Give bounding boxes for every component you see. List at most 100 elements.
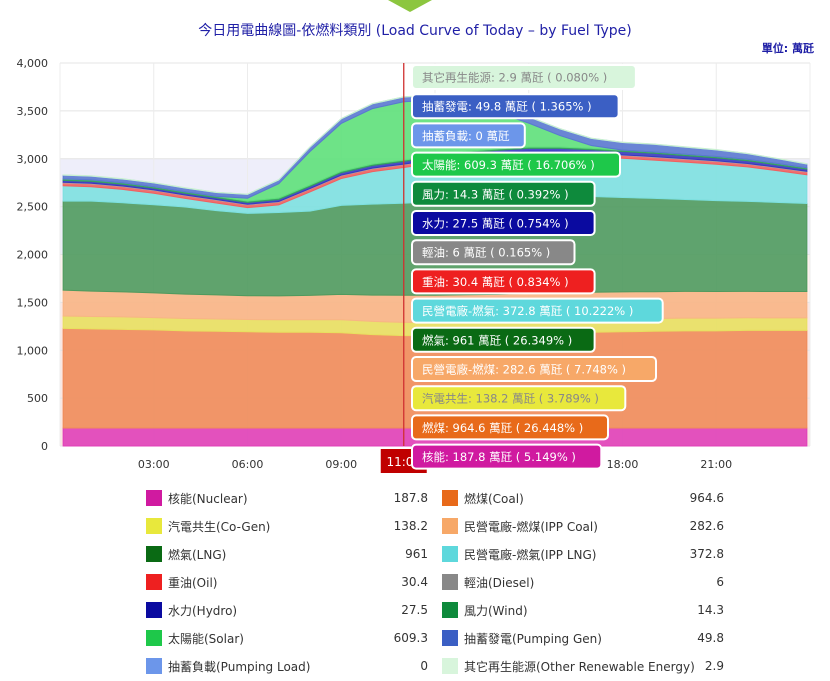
legend-item-6[interactable]: 重油(Oil) [146, 572, 217, 592]
legend-item-1[interactable]: 燃煤(Coal) [442, 488, 524, 508]
chart-title: 今日用電曲線圖-依燃料類別 (Load Curve of Today – by … [198, 23, 632, 39]
x-tick-label: 06:00 [232, 458, 264, 471]
legend-swatch [146, 574, 162, 590]
tooltip-text-3: 太陽能: 609.3 萬瓩 ( 16.706% ) [422, 158, 595, 172]
tooltip-box-12 [411, 414, 609, 441]
legend-label: 民營電廠-燃氣(IPP LNG) [464, 547, 597, 562]
tooltip-box-7 [411, 268, 596, 295]
legend-item-12[interactable]: 抽蓄負載(Pumping Load) [146, 656, 310, 676]
tooltip-box-0 [411, 64, 637, 90]
legend-swatch [146, 518, 162, 534]
y-tick-label: 1,500 [17, 296, 49, 309]
y-tick-label: 4,000 [17, 57, 49, 70]
tooltip-text-13: 核能: 187.8 萬瓩 ( 5.149% ) [422, 450, 576, 464]
legend-swatch [146, 546, 162, 562]
legend-label: 輕油(Diesel) [464, 575, 535, 590]
tooltip-box-2 [411, 122, 526, 149]
legend-item-8[interactable]: 水力(Hydro) [146, 600, 237, 620]
legend-item-3[interactable]: 民營電廠-燃煤(IPP Coal) [442, 516, 598, 536]
y-tick-label: 1,000 [17, 344, 49, 357]
series-area-13 [62, 94, 808, 195]
legend-label: 太陽能(Solar) [168, 631, 244, 646]
legend-label: 汽電共生(Co-Gen) [168, 519, 271, 534]
tooltip-box-8 [411, 297, 664, 324]
legend-value: 964.6 [689, 491, 724, 505]
legend-swatch [442, 630, 458, 646]
load-curve-chart[interactable]: 0 500 1,000 1,500 2,000 2,500 3,000 3,500 4,000 0… [0, 52, 830, 482]
top-arrow-decoration [388, 0, 432, 12]
y-tick-label: 3,000 [17, 153, 49, 166]
legend-swatch [442, 490, 458, 506]
legend-value: 14.3 [697, 603, 724, 617]
legend-label: 核能(Nuclear) [168, 491, 248, 506]
legend-value: 49.8 [697, 631, 724, 645]
tooltip-text-12: 燃煤: 964.6 萬瓩 ( 26.448% ) [422, 421, 583, 435]
tooltip-text-7: 重油: 30.4 萬瓩 ( 0.834% ) [422, 275, 569, 289]
legend-item-0[interactable]: 核能(Nuclear) [146, 488, 248, 508]
x-tick-label: 18:00 [607, 458, 639, 471]
legend-value: 6 [716, 575, 724, 589]
legend-value: 187.8 [393, 491, 428, 505]
tooltip-text-0: 其它再生能源: 2.9 萬瓩 ( 0.080% ) [422, 71, 607, 85]
tooltip-box-13 [411, 443, 603, 470]
legend-swatch [146, 658, 162, 674]
y-tick-label: 500 [27, 392, 48, 405]
legend-swatch [146, 630, 162, 646]
legend-value: 282.6 [689, 519, 724, 533]
y-tick-label: 3,500 [17, 105, 49, 118]
tooltip-text-10: 民營電廠-燃煤: 282.6 萬瓩 ( 7.748% ) [422, 363, 626, 377]
x-tick-label: 09:00 [325, 458, 357, 471]
legend-value: 30.4 [401, 575, 428, 589]
legend-item-2[interactable]: 汽電共生(Co-Gen) [146, 516, 270, 536]
legend-value: 609.3 [393, 631, 428, 645]
tooltip-text-11: 汽電共生: 138.2 萬瓩 ( 3.789% ) [422, 392, 599, 406]
y-tick-label: 0 [41, 440, 48, 453]
legend-label: 風力(Wind) [464, 603, 528, 618]
tooltip-box-10 [411, 356, 657, 382]
legend-value: 138.2 [393, 519, 428, 533]
legend-item-9[interactable]: 風力(Wind) [442, 600, 528, 620]
legend-swatch [442, 574, 458, 590]
tooltip-box-3 [411, 151, 621, 178]
legend-swatch [442, 602, 458, 618]
legend-item-7[interactable]: 輕油(Diesel) [442, 572, 534, 592]
legend-item-4[interactable]: 燃氣(LNG) [146, 544, 226, 564]
tooltip-text-6: 輕油: 6 萬瓩 ( 0.165% ) [422, 246, 550, 260]
tooltip-box-11 [411, 385, 627, 412]
tooltip-box-4 [411, 180, 596, 207]
legend-swatch [442, 658, 458, 674]
legend-label: 燃煤(Coal) [464, 491, 524, 506]
x-tick-label: 21:00 [700, 458, 732, 471]
legend-label: 燃氣(LNG) [168, 547, 227, 562]
legend-item-11[interactable]: 抽蓄發電(Pumping Gen) [442, 628, 602, 648]
legend-value: 961 [405, 547, 428, 561]
tooltip-text-5: 水力: 27.5 萬瓩 ( 0.754% ) [422, 217, 569, 231]
legend-value: 372.8 [689, 547, 724, 561]
tooltip-text-4: 風力: 14.3 萬瓩 ( 0.392% ) [422, 187, 569, 201]
legend-label: 其它再生能源(Other Renewable Energy) [464, 659, 695, 674]
legend-item-5[interactable]: 民營電廠-燃氣(IPP LNG) [442, 544, 596, 564]
legend-value: 2.9 [704, 659, 724, 673]
tooltip-box-5 [411, 210, 596, 236]
x-tick-label: 03:00 [138, 458, 170, 471]
legend-item-10[interactable]: 太陽能(Solar) [146, 628, 244, 648]
tooltip-box-9 [411, 326, 596, 353]
legend-value: 27.5 [401, 603, 428, 617]
tooltip-text-8: 民營電廠-燃氣: 372.8 萬瓩 ( 10.222% ) [422, 304, 633, 318]
unit-label: 單位: 萬瓩 [761, 42, 814, 55]
legend-label: 民營電廠-燃煤(IPP Coal) [464, 519, 598, 534]
legend-swatch [146, 602, 162, 618]
legend-swatch [442, 546, 458, 562]
tooltip-text-9: 燃氣: 961 萬瓩 ( 26.349% ) [422, 333, 572, 347]
tooltip-box-6 [411, 239, 576, 266]
legend-label: 水力(Hydro) [168, 603, 238, 618]
legend-item-13[interactable]: 其它再生能源(Other Renewable Energy) [442, 656, 695, 676]
legend-label: 抽蓄負載(Pumping Load) [168, 659, 311, 674]
y-tick-label: 2,000 [17, 249, 49, 262]
legend-value: 0 [420, 659, 428, 673]
y-tick-label: 2,500 [17, 201, 49, 214]
legend-label: 重油(Oil) [168, 575, 218, 590]
tooltip-box-1 [411, 93, 620, 120]
tooltip-text-1: 抽蓄發電: 49.8 萬瓩 ( 1.365% ) [422, 100, 592, 114]
legend-label: 抽蓄發電(Pumping Gen) [464, 631, 602, 646]
